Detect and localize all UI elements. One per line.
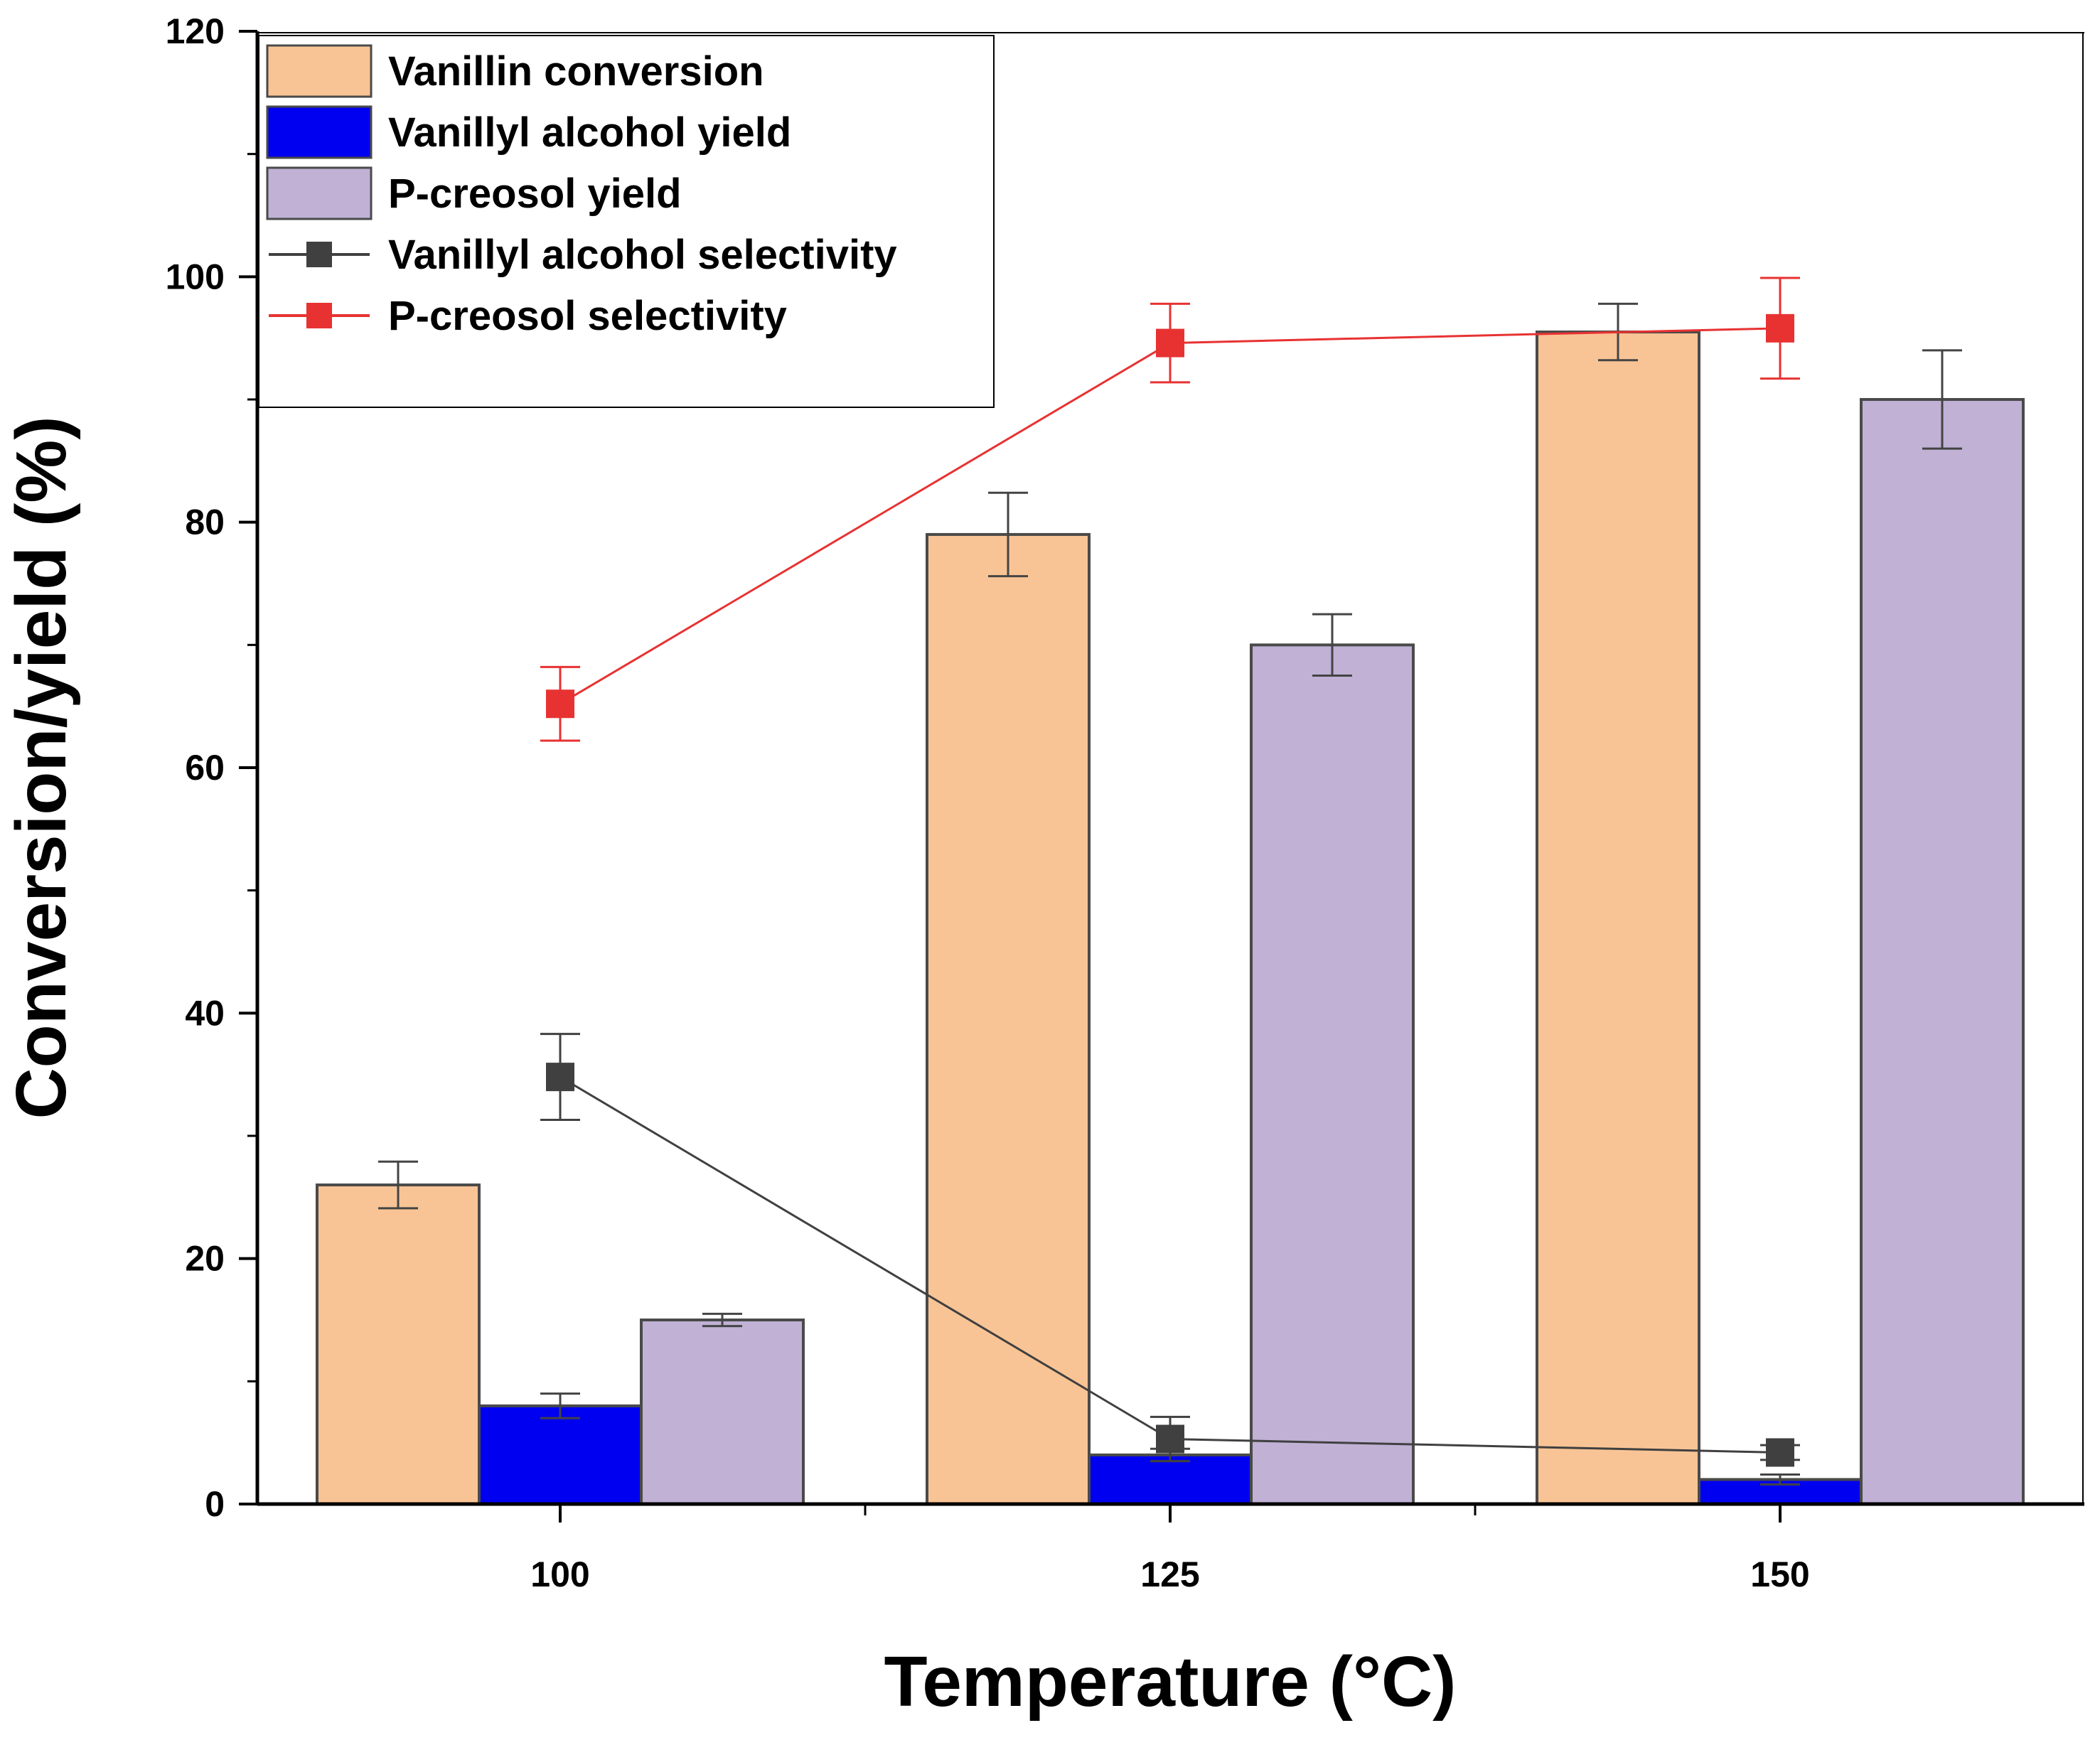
legend-label: Vanillyl alcohol selectivity xyxy=(388,232,897,278)
x-axis-title: Temperature (°C) xyxy=(884,1642,1457,1722)
y-tick-label: 60 xyxy=(185,748,225,788)
bar-0-0 xyxy=(316,1183,481,1505)
legend-frame xyxy=(258,35,995,408)
y-tick-label: 120 xyxy=(166,11,225,51)
y-tick-label: 80 xyxy=(185,503,225,542)
legend-swatch-0 xyxy=(266,44,373,98)
y-tick-label: 0 xyxy=(205,1484,225,1524)
legend-swatch-1 xyxy=(266,105,373,159)
legend: Vanillin conversion Vanillyl alcohol yiel… xyxy=(258,35,995,408)
line-marker-0-1 xyxy=(1156,1424,1184,1454)
legend-swatch-2 xyxy=(266,166,373,220)
line-marker-0-0 xyxy=(546,1063,574,1092)
y-axis-title: Conversion/yield (%) xyxy=(1,416,81,1119)
ticks-layer: 0 20 40 60 80 100 120 100 125 150 xyxy=(166,11,1810,1594)
y-tick-label: 40 xyxy=(185,993,225,1033)
line-marker-1-0 xyxy=(546,689,574,719)
lines-layer xyxy=(540,276,1800,1467)
line-marker-1-2 xyxy=(1766,313,1794,343)
bar-1-1 xyxy=(1088,1453,1253,1506)
line-marker-1-1 xyxy=(1156,328,1184,358)
bar-2-1 xyxy=(1250,643,1415,1505)
bar-0-1 xyxy=(926,532,1091,1505)
line-marker-0-2 xyxy=(1766,1438,1794,1467)
x-tick-label: 125 xyxy=(1140,1555,1199,1594)
x-tick-label: 150 xyxy=(1750,1555,1809,1594)
bars-layer xyxy=(316,302,2025,1506)
legend-label: P-creosol yield xyxy=(388,171,682,217)
x-tick-label: 100 xyxy=(530,1555,589,1594)
legend-label: P-creosol selectivity xyxy=(388,293,787,339)
legend-label: Vanillyl alcohol yield xyxy=(388,109,791,156)
legend-marker-0 xyxy=(306,242,332,267)
y-tick-label: 20 xyxy=(185,1239,225,1279)
legend-label: Vanillin conversion xyxy=(388,48,764,95)
bar-0-2 xyxy=(1536,331,1700,1505)
bar-1-0 xyxy=(478,1404,643,1506)
legend-marker-1 xyxy=(306,303,332,328)
bar-2-2 xyxy=(1860,398,2025,1505)
bar-2-0 xyxy=(640,1319,805,1505)
y-tick-label: 100 xyxy=(166,257,225,296)
